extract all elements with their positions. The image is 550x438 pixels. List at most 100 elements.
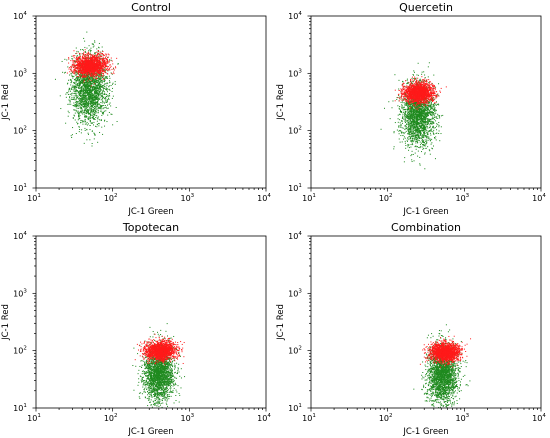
data-point <box>86 59 88 61</box>
data-point <box>89 100 91 102</box>
data-point <box>84 74 86 76</box>
data-point <box>407 81 409 83</box>
data-point <box>75 110 77 112</box>
data-point <box>102 96 104 98</box>
data-point <box>408 117 410 119</box>
data-point <box>404 157 406 159</box>
data-point <box>97 65 99 67</box>
data-point <box>73 70 75 72</box>
data-point <box>105 65 107 67</box>
data-point <box>102 76 104 78</box>
data-point <box>103 110 105 112</box>
data-point <box>433 113 435 115</box>
data-point <box>70 93 72 95</box>
data-point <box>90 96 92 98</box>
data-point <box>106 72 108 74</box>
data-point <box>82 58 84 60</box>
data-point <box>84 78 86 80</box>
data-point <box>425 114 427 116</box>
data-point <box>84 102 86 104</box>
data-point <box>73 86 75 88</box>
data-point <box>71 134 73 136</box>
data-point <box>409 130 411 132</box>
data-point <box>103 91 105 93</box>
data-point <box>101 98 103 100</box>
data-point <box>93 94 95 96</box>
data-point <box>91 81 93 83</box>
data-point <box>97 89 99 91</box>
y-tick-label: 101 <box>13 183 27 193</box>
tick-exponent: 2 <box>23 126 27 132</box>
data-point <box>101 86 103 88</box>
data-point <box>81 49 83 51</box>
data-point <box>94 96 96 98</box>
data-point <box>99 69 101 70</box>
data-point <box>85 68 87 70</box>
tick-exponent: 4 <box>267 193 271 199</box>
data-point <box>104 88 106 90</box>
data-point <box>74 68 76 70</box>
data-point <box>433 145 435 147</box>
data-point <box>101 79 103 81</box>
data-point <box>82 97 84 99</box>
data-point <box>82 75 84 77</box>
data-point <box>401 117 403 119</box>
data-point <box>83 73 85 75</box>
data-point <box>393 146 395 148</box>
data-point <box>91 79 93 81</box>
data-point <box>76 55 78 57</box>
data-point <box>88 89 90 91</box>
data-point <box>81 86 83 88</box>
data-point <box>91 101 93 103</box>
data-point <box>80 89 82 91</box>
data-point <box>108 98 110 100</box>
data-point <box>417 129 419 131</box>
data-point <box>104 107 106 109</box>
data-point <box>78 80 80 82</box>
data-point <box>81 99 83 101</box>
data-point <box>104 65 106 67</box>
data-point <box>94 73 96 75</box>
data-point <box>76 74 78 76</box>
data-point <box>100 85 102 87</box>
data-point <box>101 102 103 104</box>
data-point <box>90 106 92 108</box>
data-point <box>105 98 107 100</box>
data-point <box>116 121 118 123</box>
data-point <box>93 76 95 78</box>
data-point <box>65 122 67 124</box>
data-point <box>82 85 84 87</box>
data-point <box>68 68 70 70</box>
data-point <box>82 53 84 55</box>
data-point <box>85 51 87 53</box>
data-point <box>99 80 101 82</box>
data-point <box>85 105 87 107</box>
data-point <box>96 65 98 67</box>
data-point <box>405 111 407 113</box>
data-point <box>77 105 79 107</box>
data-point <box>82 56 84 58</box>
data-point <box>75 60 77 62</box>
data-point <box>82 60 84 62</box>
data-point <box>100 78 102 80</box>
data-point <box>95 112 97 114</box>
data-point <box>79 81 81 83</box>
data-point <box>73 83 75 85</box>
data-point <box>100 119 102 121</box>
data-point <box>95 88 97 90</box>
data-point <box>81 71 83 73</box>
data-point <box>96 77 98 79</box>
series-green <box>54 31 119 147</box>
data-point <box>98 87 100 89</box>
data-point <box>426 99 428 101</box>
data-point <box>100 104 102 106</box>
data-point <box>78 79 80 81</box>
data-point <box>78 94 80 96</box>
data-point <box>83 58 85 60</box>
data-point <box>106 82 108 84</box>
data-point <box>101 59 103 61</box>
data-point <box>88 94 90 96</box>
data-point <box>408 149 410 151</box>
data-point <box>83 82 85 84</box>
data-point <box>92 86 94 88</box>
